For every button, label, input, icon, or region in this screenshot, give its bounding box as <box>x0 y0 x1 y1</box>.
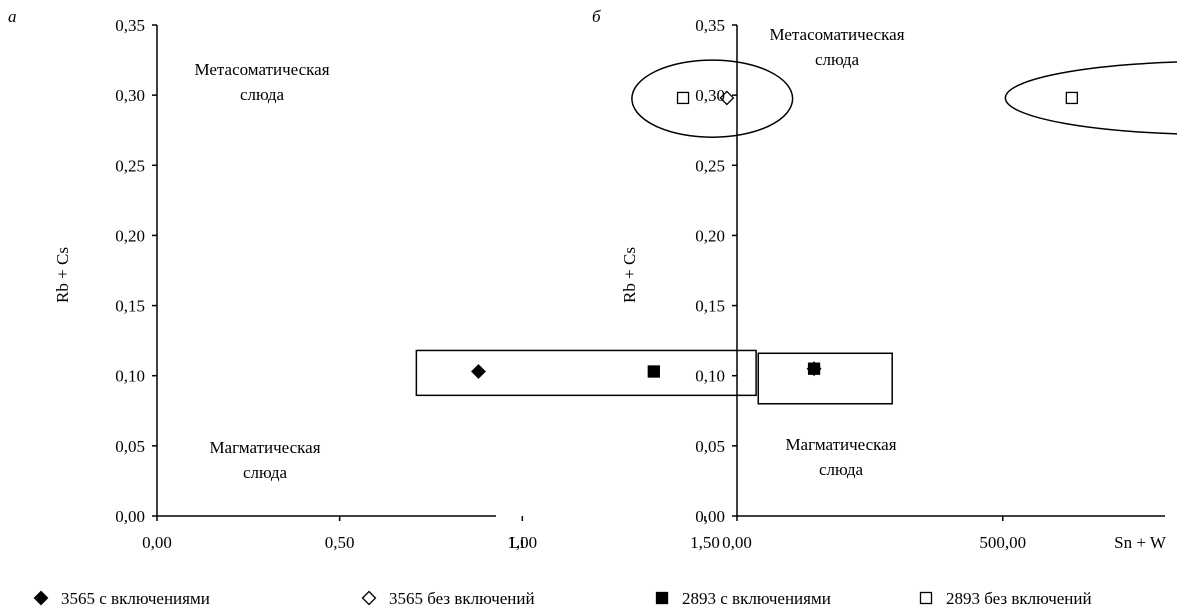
legend-marker <box>33 590 49 606</box>
data-point <box>806 361 822 377</box>
x-axis-label: Sn + W <box>1114 533 1167 552</box>
y-tick-label: 0,15 <box>695 297 725 316</box>
x-tick-label: 0,00 <box>722 533 752 552</box>
y-axis-label: Rb + Cs <box>620 247 639 303</box>
metasomatic-mica-ellipse <box>631 59 794 138</box>
y-tick-label: 0,15 <box>115 297 145 316</box>
data-point <box>719 90 735 106</box>
x-tick-label: 500,00 <box>979 533 1026 552</box>
data-point <box>1065 91 1078 105</box>
y-tick-label: 0,35 <box>115 16 145 35</box>
legend-marker <box>361 590 377 606</box>
y-tick-label: 0,00 <box>695 507 725 526</box>
y-tick-label: 0,00 <box>115 507 145 526</box>
region-label-metasomatic: слюда <box>815 50 860 69</box>
panel-label: б <box>592 7 601 26</box>
y-tick-label: 0,10 <box>115 367 145 386</box>
data-point <box>676 91 690 105</box>
y-tick-label: 0,30 <box>115 86 145 105</box>
y-tick-label: 0,30 <box>695 86 725 105</box>
y-tick-label: 0,10 <box>695 367 725 386</box>
magmatic-mica-rectangle <box>415 349 757 397</box>
y-tick-label: 0,20 <box>695 226 725 245</box>
y-tick-label: 0,05 <box>115 437 145 456</box>
legend-label: 3565 с включениями <box>61 589 210 608</box>
magmatic-mica-rectangle <box>757 352 893 405</box>
legend-label: 3565 без включений <box>389 589 535 608</box>
legend-marker <box>655 591 669 605</box>
region-label-magmatic: слюда <box>243 463 288 482</box>
y-tick-label: 0,25 <box>115 156 145 175</box>
metasomatic-mica-ellipse <box>1004 61 1177 135</box>
y-tick-label: 0,25 <box>695 156 725 175</box>
legend-label: 2893 без включений <box>946 589 1092 608</box>
data-point <box>471 364 486 379</box>
x-axis-label: Li <box>509 533 524 552</box>
legend-label: 2893 с включениями <box>682 589 831 608</box>
data-point <box>647 365 660 378</box>
y-tick-label: 0,20 <box>115 226 145 245</box>
region-label-magmatic: Магматическая <box>209 438 320 457</box>
region-label-metasomatic: Метасоматическая <box>194 60 329 79</box>
y-axis-label: Rb + Cs <box>53 247 72 303</box>
y-tick-label: 0,05 <box>695 437 725 456</box>
x-tick-label: 1,50 <box>690 533 720 552</box>
x-tick-label: 0,50 <box>325 533 355 552</box>
region-label-metasomatic: слюда <box>240 85 285 104</box>
y-tick-label: 0,35 <box>695 16 725 35</box>
x-tick-label: 0,00 <box>142 533 172 552</box>
region-label-magmatic: слюда <box>819 460 864 479</box>
region-label-metasomatic: Метасоматическая <box>769 25 904 44</box>
panel-label: а <box>8 7 17 26</box>
x-tick-label: 1,00 <box>507 533 537 552</box>
region-label-magmatic: Магматическая <box>785 435 896 454</box>
legend-marker <box>919 591 933 605</box>
